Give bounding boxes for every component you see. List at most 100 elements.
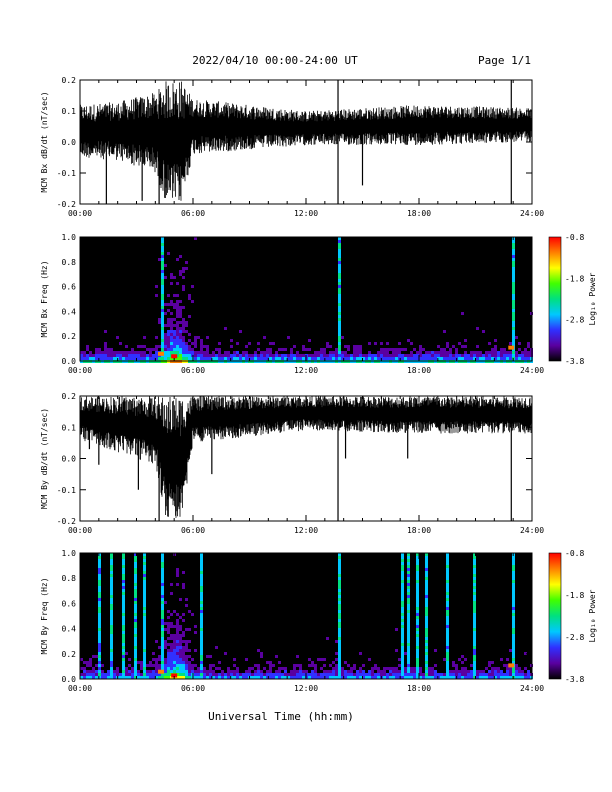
heat-cell [512,336,515,339]
heat-cell [173,345,176,348]
heat-cell [332,676,335,679]
heat-cell [512,643,515,646]
heat-cell [377,351,380,354]
heat-cell [161,321,164,324]
heat-cell [425,592,428,595]
heat-cell [338,559,341,562]
heat-cell [404,357,407,360]
heat-cell [134,586,137,589]
heat-cell [353,667,356,670]
heat-cell [401,637,404,640]
heat-cell [407,631,410,634]
x-tick-label: 06:00 [181,209,205,218]
heat-cell [308,339,311,342]
heat-cell [134,673,137,676]
heat-cell [329,351,332,354]
heat-cell [380,348,383,351]
heat-cell [482,670,485,673]
y-tick-label: 0.8 [62,258,77,267]
heat-cell [110,556,113,559]
heat-cell [425,574,428,577]
heat-cell [188,294,191,297]
heat-cell [323,670,326,673]
heat-cell [506,357,509,360]
heat-cell [515,673,518,676]
heat-cell [227,670,230,673]
heat-cell [98,670,101,673]
heat-cell [425,622,428,625]
heat-cell [320,658,323,661]
heat-cell [359,348,362,351]
heat-cell [86,673,89,676]
heat-cell [446,562,449,565]
heat-cell [188,345,191,348]
heat-cell [155,357,158,360]
heat-cell [452,357,455,360]
heat-cell [422,357,425,360]
heat-cell [407,619,410,622]
heat-cell [455,673,458,676]
heat-cell [173,342,176,345]
heat-cell [512,592,515,595]
heat-cell [446,643,449,646]
spectrogram-bg [80,237,532,361]
heat-cell [233,354,236,357]
heat-cell [347,673,350,676]
heat-cell [245,354,248,357]
heat-cell [248,670,251,673]
heat-cell [179,345,182,348]
heat-cell [413,348,416,351]
heat-bx_spectrogram [80,237,533,363]
heat-cell [200,339,203,342]
heat-cell [338,619,341,622]
heat-cell [98,616,101,619]
heat-cell [446,586,449,589]
heat-cell [338,267,341,270]
heat-cell [215,348,218,351]
heat-cell [170,667,173,670]
heat-cell [425,664,428,667]
heat-cell [428,670,431,673]
heat-cell [200,634,203,637]
heat-cell [158,357,161,360]
heat-cell [173,306,176,309]
heat-cell [104,351,107,354]
heat-cell [344,661,347,664]
heat-cell [176,625,179,628]
heat-cell [230,357,233,360]
heat-cell [161,279,164,282]
heat-cell [464,670,467,673]
heat-cell [197,667,200,670]
heat-cell [155,667,158,670]
heat-cell [407,562,410,565]
heat-cell [365,354,368,357]
heat-cell [341,357,344,360]
heat-cell [176,673,179,676]
heat-cell [473,595,476,598]
heat-cell [170,357,173,360]
heat-cell [491,673,494,676]
heat-cell [149,351,152,354]
heat-cell [161,676,164,679]
heat-cell [101,351,104,354]
heat-cell [425,646,428,649]
heat-cell [329,354,332,357]
heat-cell [164,348,167,351]
heat-cell [110,658,113,661]
heat-cell [176,661,179,664]
colorbar-tick-label: -3.8 [565,357,584,366]
heat-cell [368,354,371,357]
y-tick-label: 0.8 [62,574,77,583]
heat-cell [512,616,515,619]
heat-cell [500,354,503,357]
heat-cell [416,631,419,634]
heat-cell [512,631,515,634]
heat-cell [446,583,449,586]
heat-cell [167,625,170,628]
heat-cell [101,664,104,667]
heat-cell [401,577,404,580]
heat-cell [302,348,305,351]
heat-cell [158,318,161,321]
heat-cell [338,270,341,273]
heat-cell [122,586,125,589]
